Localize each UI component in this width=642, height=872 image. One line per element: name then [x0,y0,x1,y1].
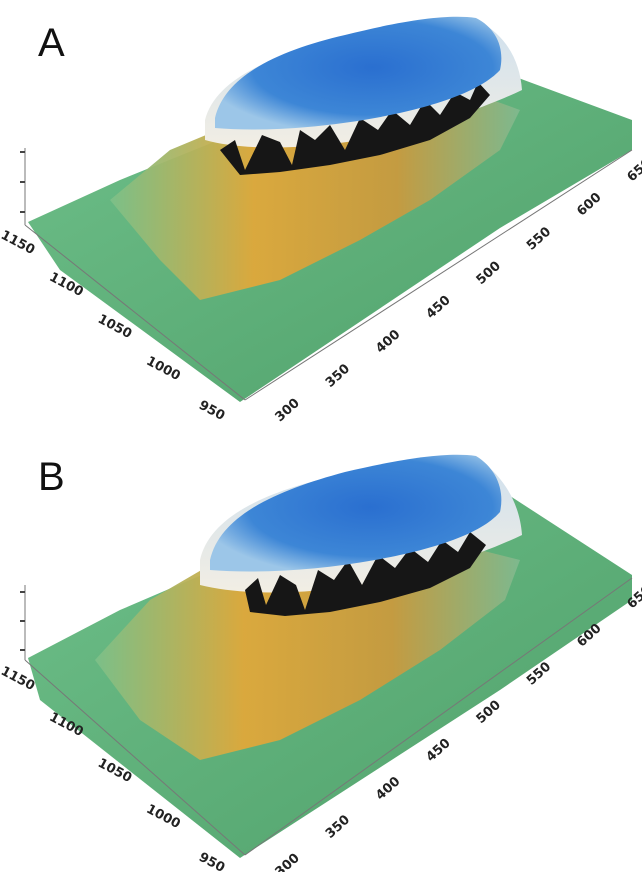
x-axis-tick-label: 300 [273,851,303,872]
surface-b [28,454,632,858]
x-axis-tick-label: 300 [273,396,303,425]
y-axis-tick-label: 950 [196,398,227,424]
y-axis-a [24,224,246,401]
z-ticks-b [20,591,25,651]
panel-label-b: B [38,455,65,499]
x-axis-tick-label: 500 [474,259,504,288]
y-axis-tick-label: 1150 [0,228,37,258]
x-axis-tick-label: 400 [373,774,403,803]
x-axis-tick-label: 350 [323,812,353,841]
x-axis-tick-label: 550 [524,224,554,253]
x-axis-tick-label: 450 [423,293,453,322]
x-axis-tick-label: 400 [373,327,403,356]
surface-slope-b [95,540,520,760]
surface-cliffs-b [245,532,486,616]
surface-top-a [215,16,502,130]
y-axis-tick-label: 1000 [144,354,183,384]
surface-slope-a [110,92,520,300]
x-axis-tick-label: 650 [625,156,642,185]
x-axis-tick-label: 450 [423,736,453,765]
axes-b [24,577,633,856]
x-axis-b [244,577,633,856]
x-axis-tick-label: 600 [574,190,604,219]
surface-a [28,16,632,402]
x-axis-tick-label: 350 [323,361,353,390]
panel-label-a: A [38,21,65,65]
y-axis-b [24,659,246,856]
z-ticks-a [20,151,25,213]
y-axis-tick-label: 950 [196,850,227,872]
surface-top-b [210,454,502,572]
x-axis-a [244,149,633,401]
